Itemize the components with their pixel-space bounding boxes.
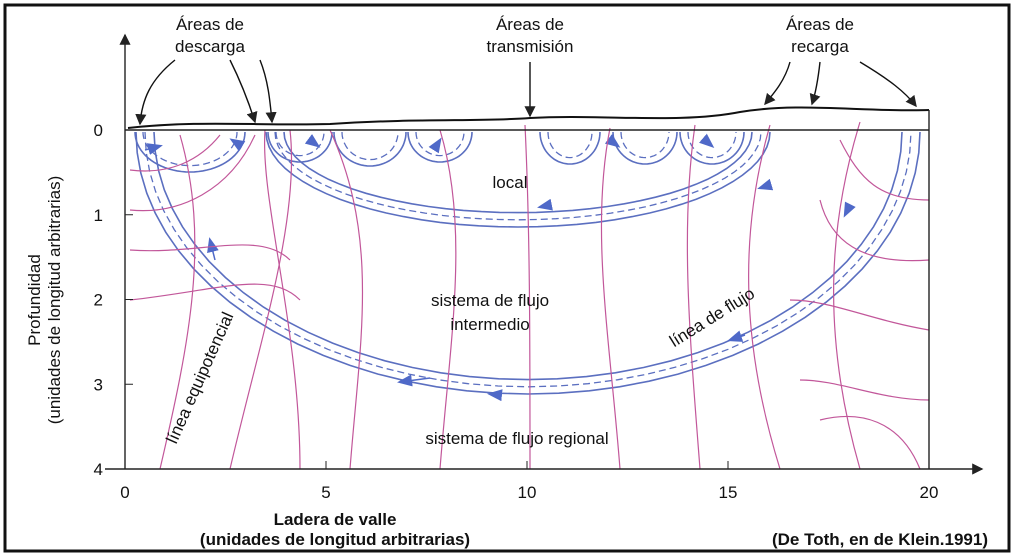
top-label: recarga	[791, 37, 849, 56]
flow-arrow	[428, 137, 442, 154]
flow-arrow	[144, 143, 163, 155]
source: (De Toth, en de Klein.1991)	[772, 530, 988, 549]
flow-line	[135, 131, 921, 395]
pointers	[135, 59, 917, 126]
flow-line	[539, 131, 601, 165]
flow-line	[407, 131, 473, 163]
x-tick-label: 0	[120, 483, 129, 502]
y-tick-label: 0	[94, 121, 103, 140]
y-tick-label: 1	[94, 206, 103, 225]
flow-line	[679, 131, 745, 165]
flow-line	[333, 131, 407, 167]
top-label: Áreas de	[176, 15, 244, 34]
flow-arrow	[487, 389, 503, 402]
region-label: sistema de flujo	[431, 291, 549, 310]
region-label: sistema de flujo regional	[425, 429, 608, 448]
y-axis-label: Profundidad	[25, 254, 44, 346]
surface	[127, 106, 930, 129]
y-axis-label: (unidades de longitud arbitrarias)	[45, 176, 64, 425]
y-tick-label: 3	[94, 375, 103, 394]
flow-arrow	[757, 178, 774, 191]
flow-arrow	[698, 133, 715, 148]
y-tick-label: 4	[94, 460, 103, 479]
ticks: 0 5 10 15 20 0 1 2 3 4	[94, 121, 939, 502]
flow-arrow	[397, 374, 431, 387]
flow-arrow	[537, 198, 553, 211]
equipotentials	[129, 121, 930, 470]
region-label: intermedio	[450, 315, 529, 334]
flow-line	[341, 131, 399, 161]
flow-line	[134, 131, 246, 173]
flow-arrow	[843, 201, 856, 218]
flow-line	[415, 131, 465, 157]
flow-line	[687, 131, 737, 159]
top-label: Áreas de	[786, 15, 854, 34]
flow-line	[267, 131, 333, 163]
flow-line	[547, 131, 593, 159]
flow-line	[274, 131, 762, 221]
flow-lines	[134, 131, 921, 402]
flow-line	[144, 131, 912, 388]
flow-line	[620, 131, 670, 159]
flow-arrow	[207, 237, 219, 261]
top-label: descarga	[175, 37, 245, 56]
top-label: Áreas de	[496, 15, 564, 34]
x-tick-label: 10	[518, 483, 537, 502]
x-axis-label: Ladera de valle	[274, 510, 397, 529]
x-tick-label: 20	[920, 483, 939, 502]
y-tick-label: 2	[94, 291, 103, 310]
flow-line	[612, 131, 678, 165]
flow-line	[153, 131, 903, 381]
x-tick-label: 5	[321, 483, 330, 502]
flow-arrow	[727, 330, 746, 342]
flow-arrow	[229, 138, 246, 152]
frame	[3, 3, 1011, 553]
flow-arrow	[604, 134, 621, 148]
x-tick-label: 15	[719, 483, 738, 502]
flow-line	[265, 131, 771, 228]
flow-line	[283, 131, 753, 214]
region-label: local	[493, 173, 528, 192]
flow-line	[275, 131, 325, 157]
x-axis-label: (unidades de longitud arbitrarias)	[200, 530, 470, 549]
top-label: transmisión	[487, 37, 574, 56]
flow-arrow	[304, 134, 321, 148]
